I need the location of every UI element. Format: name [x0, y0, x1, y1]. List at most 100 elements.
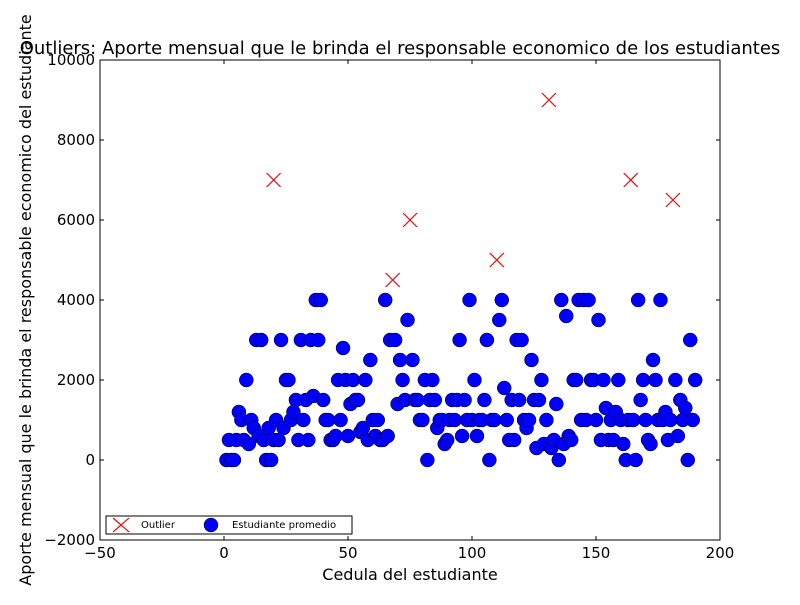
y-axis-label: Aporte mensual que le brinda el responsa…	[16, 14, 35, 585]
x-tick-label: 0	[219, 544, 229, 562]
data-point-estudiante	[549, 396, 564, 412]
data-point-estudiante	[281, 372, 296, 388]
chart-title: Outliers: Aporte mensual que le brinda e…	[20, 38, 781, 59]
data-point-estudiante	[668, 372, 683, 388]
legend-estudiante-label: Estudiante promedio	[232, 520, 336, 531]
data-point-estudiante	[345, 372, 361, 388]
x-tick-label: 50	[338, 544, 357, 562]
data-point-estudiante	[581, 292, 596, 308]
data-point-estudiante	[425, 372, 440, 388]
data-point-estudiante	[625, 412, 641, 428]
data-point-estudiante	[387, 332, 403, 348]
data-point-outlier	[623, 172, 639, 188]
x-tick-label: 200	[706, 544, 735, 562]
data-point-estudiante	[670, 428, 686, 444]
data-point-estudiante	[591, 312, 606, 328]
data-point-estudiante	[630, 292, 646, 308]
data-point-estudiante	[645, 352, 661, 368]
data-point-estudiante	[320, 412, 336, 428]
legend: Outlier Estudiante promedio	[105, 515, 353, 535]
data-point-estudiante	[253, 332, 269, 348]
data-point-estudiante	[563, 432, 579, 448]
data-point-estudiante	[648, 372, 663, 388]
data-point-estudiante	[301, 432, 316, 448]
x-tick-label: 100	[458, 544, 487, 562]
data-point-estudiante	[380, 428, 395, 444]
legend-outlier-label: Outlier	[141, 520, 176, 531]
x-axis-label: Cedula del estudiante	[322, 565, 497, 584]
data-point-estudiante	[457, 392, 472, 408]
data-point-outlier	[541, 92, 557, 108]
data-point-outlier	[402, 212, 418, 228]
legend-box	[105, 515, 353, 535]
data-point-estudiante	[687, 372, 703, 388]
data-point-estudiante	[452, 332, 467, 348]
data-point-estudiante	[447, 412, 462, 428]
data-point-estudiante	[296, 412, 311, 428]
data-point-estudiante	[521, 412, 537, 428]
data-point-estudiante	[568, 372, 584, 388]
data-point-estudiante	[635, 372, 651, 388]
data-point-estudiante	[410, 392, 425, 408]
data-point-estudiante	[628, 452, 643, 468]
data-point-estudiante	[263, 452, 279, 468]
data-point-estudiante	[462, 292, 477, 308]
data-point-estudiante	[333, 412, 348, 428]
data-point-outlier	[385, 272, 401, 288]
y-tick-label: 2000	[57, 371, 95, 389]
data-point-estudiante	[514, 332, 529, 348]
data-point-estudiante	[273, 332, 289, 348]
legend-estudiante-marker-icon	[203, 517, 219, 533]
data-point-estudiante	[340, 428, 356, 444]
y-tick-label: 0	[85, 451, 95, 469]
data-point-estudiante	[638, 412, 653, 428]
y-tick-label: 4000	[57, 291, 95, 309]
data-point-estudiante	[482, 452, 497, 468]
data-point-estudiante	[499, 412, 514, 428]
data-point-estudiante	[551, 452, 567, 468]
data-point-estudiante	[358, 372, 373, 388]
series-outlier	[266, 92, 681, 288]
y-tick-label: −2000	[44, 531, 95, 549]
data-point-estudiante	[616, 436, 631, 452]
axis-ticks: −50 0 50 100 150 200 −2000 0 2000 4000 6000 8000 100…	[44, 51, 734, 562]
data-point-estudiante	[506, 432, 522, 448]
data-point-estudiante	[420, 452, 435, 468]
data-point-estudiante	[685, 412, 700, 428]
data-point-estudiante	[415, 412, 430, 428]
data-point-estudiante	[531, 392, 547, 408]
data-point-outlier	[489, 252, 505, 268]
y-tick-label: 8000	[57, 131, 95, 149]
data-point-estudiante	[554, 292, 569, 308]
data-point-estudiante	[241, 436, 257, 452]
data-point-outlier	[665, 192, 681, 208]
data-point-estudiante	[467, 372, 482, 388]
legend-outlier-marker-icon	[112, 517, 130, 533]
data-point-estudiante	[477, 392, 492, 408]
data-point-estudiante	[492, 312, 507, 328]
data-point-estudiante	[313, 292, 328, 308]
y-tick-label: 6000	[57, 211, 95, 229]
data-point-estudiante	[682, 332, 698, 348]
data-point-estudiante	[487, 412, 502, 428]
data-point-estudiante	[496, 380, 512, 396]
data-point-estudiante	[310, 332, 326, 348]
series-estudiante-promedio	[219, 292, 703, 468]
data-point-estudiante	[454, 428, 470, 444]
data-point-estudiante	[335, 340, 351, 356]
data-point-estudiante	[370, 412, 386, 428]
data-point-estudiante	[539, 412, 554, 428]
data-point-estudiante	[405, 352, 420, 368]
data-point-estudiante	[643, 436, 658, 452]
data-point-estudiante	[678, 400, 693, 416]
x-tick-label: 150	[582, 544, 611, 562]
plot-background	[100, 60, 720, 540]
data-point-estudiante	[328, 428, 343, 444]
data-point-estudiante	[469, 428, 485, 444]
data-point-estudiante	[588, 412, 604, 428]
data-point-estudiante	[315, 392, 331, 408]
data-point-estudiante	[534, 372, 549, 388]
data-point-estudiante	[392, 352, 408, 368]
